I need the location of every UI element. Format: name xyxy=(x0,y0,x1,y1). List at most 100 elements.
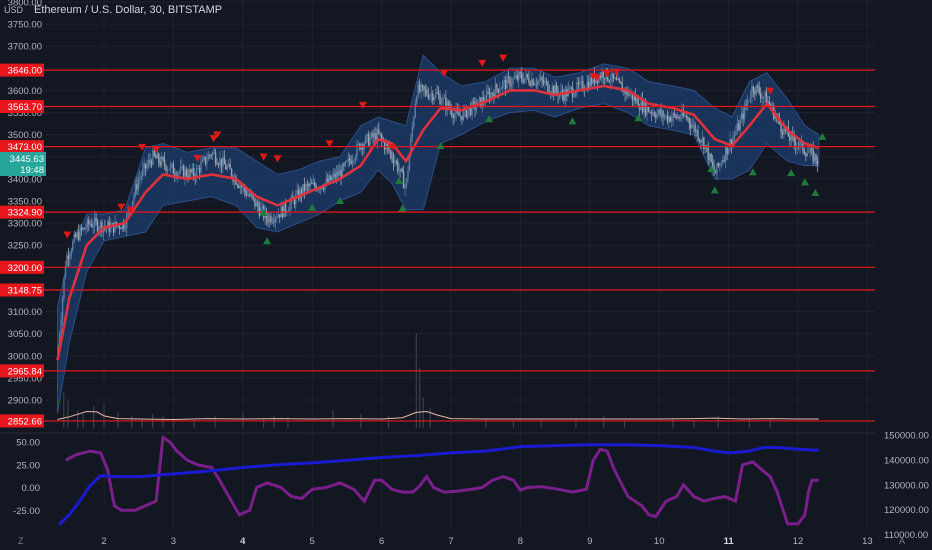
candle-body xyxy=(570,87,572,89)
candle-body xyxy=(197,168,199,169)
candle-body xyxy=(421,84,424,87)
sell-signal-marker xyxy=(603,70,612,78)
candle-body xyxy=(608,80,610,83)
auto-scale-button[interactable]: A xyxy=(899,536,905,546)
candle-body xyxy=(178,171,180,174)
candle-body xyxy=(599,75,602,79)
candle-body xyxy=(452,115,454,119)
volume-bars xyxy=(63,333,771,428)
candle-body xyxy=(383,141,386,150)
candle-body xyxy=(813,154,816,162)
candle-body xyxy=(618,78,620,82)
price-axis-tick: 2950.00 xyxy=(8,373,42,384)
candle-body xyxy=(515,75,517,78)
candle-body xyxy=(246,194,249,196)
candle-body xyxy=(348,158,351,161)
oscillator-right-tick: 140000.00 xyxy=(884,455,929,466)
candle-body xyxy=(160,157,163,166)
volume-bar xyxy=(63,392,65,428)
volume-bar xyxy=(193,420,195,428)
candle-body xyxy=(312,182,314,184)
candle-body xyxy=(488,92,491,100)
candle-body xyxy=(273,221,275,223)
volume-bar xyxy=(623,420,626,428)
candle-body xyxy=(789,136,791,141)
price-axis-tick: 3500.00 xyxy=(8,130,42,141)
candle-body xyxy=(133,194,135,202)
candle-body xyxy=(758,87,760,94)
candle-body xyxy=(76,231,78,237)
timezone-z-button[interactable]: Z xyxy=(18,536,24,546)
candle-body xyxy=(541,77,543,81)
candle-body xyxy=(650,111,653,114)
candle-body xyxy=(140,175,142,178)
volume-bar xyxy=(287,417,289,428)
candle-body xyxy=(681,110,683,119)
volume-bar xyxy=(131,416,133,428)
candle-body xyxy=(162,157,164,160)
candle-body xyxy=(388,146,390,152)
candle-body xyxy=(743,104,746,119)
volume-bar xyxy=(172,418,174,428)
candle-body xyxy=(483,97,485,102)
candle-body xyxy=(378,129,380,134)
buy-signal-marker xyxy=(818,132,827,140)
candle-body xyxy=(502,82,504,89)
candle-body xyxy=(738,123,740,131)
candle-series xyxy=(57,67,819,357)
candle-body xyxy=(407,171,409,179)
sell-signal-marker xyxy=(209,135,218,143)
candle-body xyxy=(513,77,516,79)
candle-body xyxy=(448,101,450,108)
price-axis-tick: 3100.00 xyxy=(8,307,42,318)
candle-body xyxy=(638,107,641,110)
volume-bar xyxy=(415,333,417,428)
level-tag-bg xyxy=(0,260,44,274)
candle-body xyxy=(330,175,332,180)
candle-body xyxy=(229,163,231,170)
candle-body xyxy=(341,164,344,178)
candle-body xyxy=(322,188,325,190)
candle-body xyxy=(781,131,784,135)
candle-body xyxy=(666,115,669,122)
candle-body xyxy=(749,97,752,101)
candle-body xyxy=(703,137,705,150)
candle-body xyxy=(582,80,584,91)
candle-body xyxy=(662,110,664,118)
candle-body xyxy=(636,98,638,102)
candle-body xyxy=(439,94,441,105)
candle-body xyxy=(506,76,508,89)
candle-body xyxy=(399,168,402,172)
candle-body xyxy=(536,80,539,85)
candle-body xyxy=(245,190,247,196)
volume-bar xyxy=(693,420,695,428)
auto-scale-label: A xyxy=(899,536,905,546)
candle-body xyxy=(748,100,750,102)
candle-body xyxy=(469,107,472,115)
candle-body xyxy=(351,160,354,164)
candle-body xyxy=(118,225,121,229)
candle-body xyxy=(445,97,447,110)
candle-body xyxy=(414,103,416,118)
sell-signal-marker xyxy=(499,54,508,62)
candle-body xyxy=(177,173,179,177)
candle-body xyxy=(459,115,462,117)
candle-body xyxy=(774,115,776,119)
candle-body xyxy=(376,129,379,142)
candle-body xyxy=(423,86,425,90)
candle-body xyxy=(467,110,469,118)
candle-body xyxy=(525,74,527,79)
candle-body xyxy=(214,152,217,164)
sell-signal-marker xyxy=(126,206,135,214)
candle-body xyxy=(225,164,227,170)
candle-body xyxy=(633,95,635,101)
candle-body xyxy=(401,168,403,172)
candle-body xyxy=(757,85,759,88)
candle-body xyxy=(727,148,730,155)
time-axis[interactable]: 2 3 4 5 6 7 8 9 10 11 12 13 xyxy=(101,536,872,547)
candle-body xyxy=(630,93,632,95)
candle-body xyxy=(370,132,373,138)
oscillator-right-axis[interactable]: 150000.00 140000.00 130000.00 120000.00 1100… xyxy=(884,431,929,542)
